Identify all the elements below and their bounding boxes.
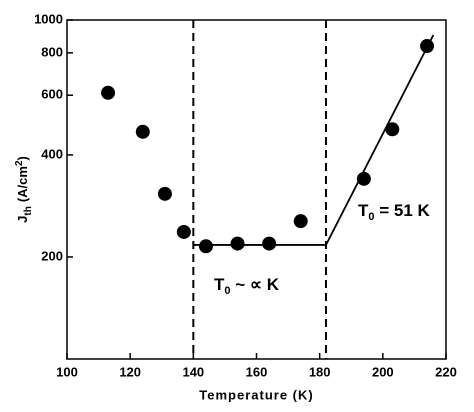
x-tick-label: 160 [246, 364, 268, 379]
x-tick-label: 200 [372, 364, 394, 379]
x-tick-label: 220 [435, 364, 457, 379]
x-axis-label: Temperature (K) [199, 387, 313, 402]
data-point [356, 171, 371, 186]
data-point [262, 236, 277, 251]
annotation: T0 ~ ∝ K [214, 275, 280, 296]
annotation-base: T [358, 201, 369, 220]
data-point [198, 239, 213, 254]
y-label-close: ) [15, 156, 30, 160]
y-tick-label: 600 [41, 87, 63, 102]
y-tick-label: 1000 [34, 11, 63, 26]
annotation-rest: ~ ∝ K [231, 275, 280, 294]
data-point [176, 224, 191, 239]
data-point [230, 236, 245, 251]
x-tick-label: 140 [182, 364, 204, 379]
plot-frame [66, 19, 447, 360]
y-label-sup: 2 [14, 160, 25, 166]
y-label-unit: (A/cm [15, 166, 30, 202]
data-point [157, 186, 172, 201]
y-tick-label: 800 [41, 44, 63, 59]
fit-line [325, 34, 435, 246]
y-tick-label: 200 [41, 248, 63, 263]
annotation: T0 = 51 K [358, 201, 431, 222]
annotation-base: T [214, 275, 225, 294]
x-tick-label: 180 [309, 364, 331, 379]
data-point [101, 85, 116, 100]
annotation-sub: 0 [224, 285, 230, 297]
data-point [293, 214, 308, 229]
data-point [135, 124, 150, 139]
annotation-rest: = 51 K [375, 201, 431, 220]
y-axis-label: Jth (A/cm2) [14, 156, 34, 223]
data-point [420, 39, 435, 54]
y-label-base: J [15, 216, 30, 223]
x-tick-label: 120 [119, 364, 141, 379]
y-label-sub: th [23, 206, 34, 215]
x-tick-label: 100 [56, 364, 78, 379]
y-tick-label: 400 [41, 146, 63, 161]
annotation-sub: 0 [368, 211, 374, 223]
data-point [385, 122, 400, 137]
